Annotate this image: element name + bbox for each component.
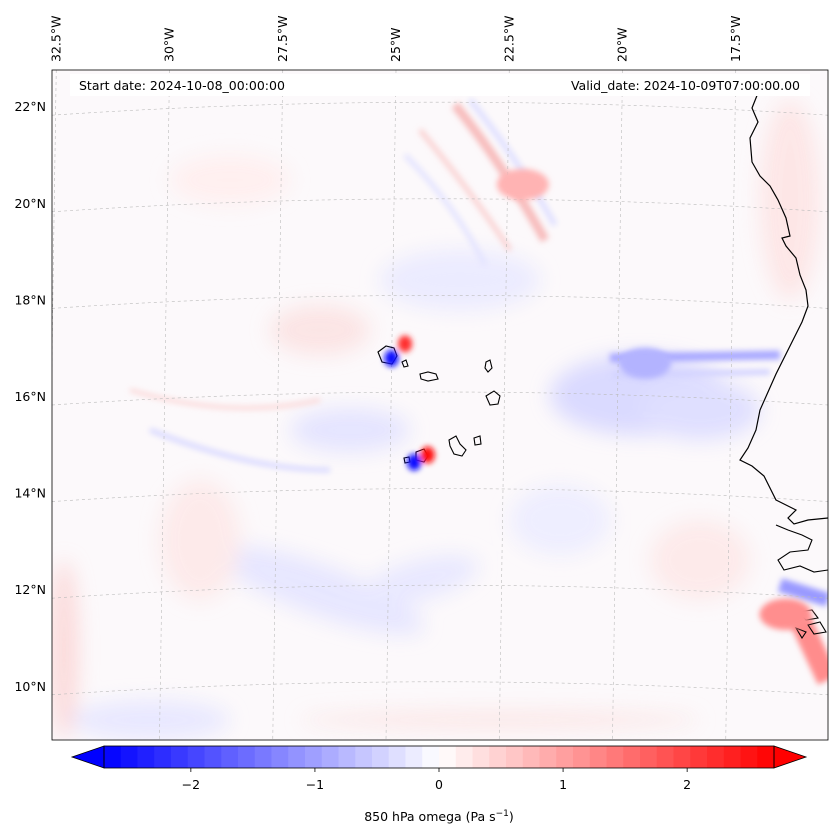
start-date-label: Start date: 2024-10-08_00:00:00 [79, 78, 285, 93]
colorbar-cell [489, 746, 507, 768]
colorbar-ticks: −2 −1 0 1 2 [182, 768, 691, 792]
colorbar: −2 −1 0 1 2 850 hPa omega (Pa s−1) [70, 745, 808, 824]
island-santiago [448, 435, 467, 457]
coast-south-updraft [759, 598, 812, 630]
island-sao-vicente [401, 359, 409, 368]
latitude-label: 14°N [14, 486, 46, 501]
latitude-label: 18°N [14, 292, 46, 307]
colorbar-cell [522, 746, 541, 768]
map-frame [51, 69, 829, 741]
colorbar-cell [506, 746, 524, 768]
colorbar-cell [757, 746, 775, 768]
northeast-wave-updraft [496, 168, 549, 201]
gridlines [52, 70, 828, 740]
colorbar-cell [472, 746, 490, 768]
latitude-label: 20°N [14, 196, 46, 211]
omega-features [384, 168, 812, 630]
colorbar-cell [405, 746, 423, 768]
band-east-downdraft [619, 347, 672, 379]
colorbar-tick-label: −1 [306, 777, 324, 792]
colorbar-cell [589, 746, 608, 768]
colorbar-cell [723, 746, 742, 768]
fogo-updraft [420, 446, 435, 464]
meridian-line [272, 70, 284, 740]
santo-antao-downdraft [384, 349, 399, 367]
colorbar-cell [455, 746, 474, 768]
island-sao-nicolau [419, 371, 439, 382]
colorbar-cell [707, 746, 725, 768]
santo-antao-updraft [398, 335, 413, 353]
island-sal [484, 359, 493, 373]
colorbar-cell [120, 746, 139, 768]
colorbar-cells [104, 746, 775, 768]
colorbar-cell [388, 746, 407, 768]
colorbar-cell [238, 746, 256, 768]
colorbar-tick-label: 0 [435, 777, 443, 792]
colorbar-cell [187, 746, 206, 768]
latitude-labels: 22°N 20°N 18°N 16°N 14°N 12°N 10°N [14, 99, 46, 694]
colorbar-extend-max [773, 745, 808, 769]
colorbar-cell [104, 746, 122, 768]
latitude-label: 16°N [14, 389, 46, 404]
colorbar-cell [573, 746, 591, 768]
longitude-label: 20°W [615, 27, 630, 62]
colorbar-cell [338, 746, 356, 768]
fogo-downdraft [407, 453, 422, 471]
colorbar-cell [171, 746, 189, 768]
colorbar-cell [539, 746, 557, 768]
colorbar-cell [254, 746, 273, 768]
longitude-label: 30°W [162, 27, 177, 62]
colorbar-cell [271, 746, 289, 768]
colorbar-cell [673, 746, 691, 768]
africa-coastline-south [775, 524, 828, 640]
latitude-label: 12°N [14, 582, 46, 597]
omega-field [52, 98, 828, 740]
colorbar-cell [154, 746, 172, 768]
header-band [70, 74, 810, 96]
longitude-label: 32.5°W [48, 16, 63, 62]
colorbar-cell [204, 746, 222, 768]
colorbar-cell [372, 746, 390, 768]
longitude-label: 25°W [388, 27, 403, 62]
colorbar-cell [288, 746, 306, 768]
longitude-label: 27.5°W [275, 16, 290, 62]
colorbar-cell [321, 746, 340, 768]
latitude-label: 22°N [14, 99, 46, 114]
map-panel: Start date: 2024-10-08_00:00:00 Valid_da… [51, 69, 829, 741]
longitude-label: 17.5°W [728, 16, 743, 62]
colorbar-cell [640, 746, 658, 768]
colorbar-cell [606, 746, 624, 768]
omega-background-patches [52, 100, 820, 740]
longitude-label: 22.5°W [501, 16, 516, 62]
colorbar-label: 850 hPa omega (Pa s−1) [364, 809, 514, 824]
colorbar-cell [690, 746, 708, 768]
meridian-line [725, 70, 737, 740]
meridian-line [385, 70, 397, 740]
island-maio [473, 435, 482, 446]
meridian-line [612, 70, 623, 740]
longitude-labels: 32.5°W 30°W 27.5°W 25°W 22.5°W 20°W 17.5°W [48, 16, 743, 62]
valid-date-label: Valid_date: 2024-10-09T07:00:00.00 [571, 78, 800, 93]
colorbar-tick-label: −2 [182, 777, 200, 792]
colorbar-cell [439, 746, 457, 768]
colorbar-cell [740, 746, 758, 768]
colorbar-tick-label: 1 [559, 777, 567, 792]
colorbar-cell [656, 746, 675, 768]
latitude-label: 10°N [14, 679, 46, 694]
colorbar-extend-min [70, 745, 105, 769]
colorbar-cell [355, 746, 373, 768]
meridian-line [159, 70, 170, 740]
colorbar-cell [422, 746, 440, 768]
meridian-line [498, 70, 510, 740]
colorbar-tick-label: 2 [683, 777, 691, 792]
colorbar-cell [221, 746, 239, 768]
africa-coastline [739, 92, 828, 525]
colorbar-cell [137, 746, 155, 768]
colorbar-cell [623, 746, 641, 768]
island-boa-vista [485, 390, 501, 406]
colorbar-cell [556, 746, 574, 768]
colorbar-cell [305, 746, 323, 768]
